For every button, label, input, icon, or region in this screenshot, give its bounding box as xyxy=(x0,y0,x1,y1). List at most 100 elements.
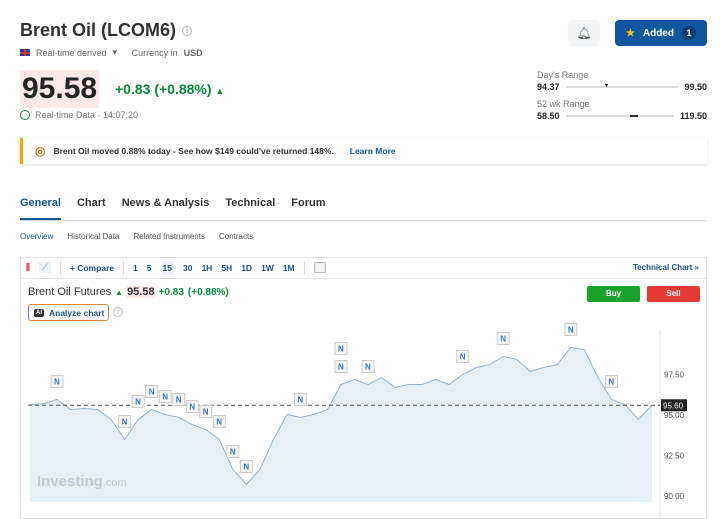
price-line xyxy=(29,346,653,486)
y-tick-label: 92.50 xyxy=(664,452,685,461)
news-marker xyxy=(145,384,159,398)
subtab-overview[interactable]: Overview xyxy=(20,232,54,241)
interval-1h[interactable]: 1H xyxy=(201,262,213,273)
news-marker xyxy=(456,350,470,363)
ai-icon: AI xyxy=(34,308,44,317)
y-tick-label: 95.00 xyxy=(664,411,685,420)
last-price-tag xyxy=(661,399,687,412)
news-marker xyxy=(131,395,145,409)
news-marker-label: N xyxy=(365,363,371,372)
last-price: 95.58 xyxy=(20,70,100,108)
news-marker-label: N xyxy=(189,403,195,412)
area-chart-icon[interactable]: ⟋ xyxy=(38,262,51,273)
chart-legend: Brent Oil Futures ▲ 95.58 +0.83 (+0.88%) xyxy=(28,286,229,298)
analyze-chart-button[interactable]: AI Analyze chart xyxy=(28,304,109,321)
52wk-range: 52 wk Range 58.50 119.50 xyxy=(537,99,707,121)
realtime-status: Real-time Data · 14:07:20 xyxy=(20,110,138,120)
news-marker xyxy=(50,374,64,388)
tab-chart[interactable]: Chart xyxy=(76,197,106,209)
subtab-historical-data[interactable]: Historical Data xyxy=(67,232,120,241)
interval-1d[interactable]: 1D xyxy=(241,262,253,273)
banner-text: Brent Oil moved 0.88% today - See how $1… xyxy=(53,146,334,156)
subtab-related-instruments[interactable]: Related Instruments xyxy=(133,232,205,241)
source-dropdown[interactable]: Real-time derived xyxy=(36,47,107,58)
main-tabs: General Chart News & Analysis Technical Foru… xyxy=(20,197,326,220)
interval-1[interactable]: 1 xyxy=(133,262,138,273)
day-high: 99.50 xyxy=(684,82,707,92)
news-marker xyxy=(334,342,348,356)
last-price-label: 95.60 xyxy=(663,401,684,410)
interval-5h[interactable]: 5H xyxy=(221,262,233,273)
legend-name: Brent Oil Futures xyxy=(28,286,112,298)
news-marker xyxy=(172,392,186,406)
tab-technical[interactable]: Technical xyxy=(225,197,276,209)
tab-forum[interactable]: Forum xyxy=(291,197,326,209)
news-marker-label: N xyxy=(149,387,155,396)
news-marker-label: N xyxy=(297,395,303,404)
news-marker-label: N xyxy=(230,447,236,456)
news-marker-label: N xyxy=(203,408,209,417)
news-marker-label: N xyxy=(135,398,141,407)
legend-price: 95.58 xyxy=(127,286,155,298)
currency: USD xyxy=(183,47,203,58)
news-marker xyxy=(199,405,213,419)
news-marker-label: N xyxy=(608,377,614,386)
news-marker xyxy=(293,392,307,406)
news-marker-label: N xyxy=(216,417,222,426)
news-marker xyxy=(604,374,618,388)
y-tick-label: 90.00 xyxy=(664,492,685,501)
news-marker xyxy=(239,459,253,473)
news-marker xyxy=(212,414,226,428)
instrument-meta: Real-time derived ▾ Currency in USD xyxy=(20,47,203,58)
subtab-contracts[interactable]: Contracts xyxy=(218,232,254,241)
news-marker xyxy=(496,332,510,346)
news-marker xyxy=(361,360,375,374)
sub-tabs: Overview Historical Data Related Instrumen… xyxy=(20,232,253,241)
info-icon[interactable]: i xyxy=(182,26,192,37)
wk-range-bar xyxy=(565,115,674,117)
interval-30[interactable]: 30 xyxy=(182,262,193,273)
currency-label: Currency in xyxy=(131,47,178,58)
sell-button[interactable]: Sell xyxy=(647,286,700,302)
y-tick-label: 97.50 xyxy=(664,371,685,380)
news-marker xyxy=(158,390,172,404)
clock-icon xyxy=(20,110,30,120)
news-marker xyxy=(118,414,132,428)
technical-chart-link[interactable]: Technical Chart » xyxy=(632,263,699,272)
tab-general[interactable]: General xyxy=(20,197,61,220)
news-marker-label: N xyxy=(122,417,128,426)
watchlist-count: 1 xyxy=(682,26,697,40)
bell-plus-icon: 🔔︎ xyxy=(576,26,592,40)
info-icon[interactable]: i xyxy=(113,307,123,317)
interval-1w[interactable]: 1W xyxy=(261,262,274,273)
interval-15[interactable]: 15 xyxy=(160,260,174,275)
buy-button[interactable]: Buy xyxy=(587,286,640,302)
layout-icon[interactable] xyxy=(313,262,326,273)
add-alert-button[interactable]: 🔔︎ xyxy=(568,20,600,46)
news-marker-label: N xyxy=(460,353,466,362)
compare-button[interactable]: + Compare xyxy=(69,262,115,273)
news-marker-label: N xyxy=(568,325,574,334)
page-title: Brent Oil (LCOM6) i xyxy=(20,20,192,41)
wk-high: 119.50 xyxy=(679,111,707,121)
watchlist-added-button[interactable]: ★ Added 1 xyxy=(615,20,707,46)
chevron-down-icon: ▾ xyxy=(112,47,118,57)
legend-change: +0.83 xyxy=(158,286,184,298)
tab-news-analysis[interactable]: News & Analysis xyxy=(121,197,210,209)
watermark-suffix: .com xyxy=(102,477,127,489)
learn-more-link[interactable]: Learn More xyxy=(349,146,396,156)
day-low: 94.37 xyxy=(537,82,560,92)
52wk-range-label: 52 wk Range xyxy=(537,99,590,109)
day-range-bar: ▾ xyxy=(565,83,679,89)
added-label: Added xyxy=(642,27,675,39)
news-marker-label: N xyxy=(500,335,506,344)
legend-pct: (+0.88%) xyxy=(187,286,229,298)
analyze-label: Analyze chart xyxy=(49,307,105,318)
candlestick-icon[interactable]: ⫼ xyxy=(26,262,30,272)
news-marker-label: N xyxy=(338,363,344,372)
interval-5[interactable]: 5 xyxy=(146,262,152,273)
interval-1m[interactable]: 1M xyxy=(282,262,295,273)
arrow-up-icon: ▲ xyxy=(115,287,124,297)
divider xyxy=(20,220,707,221)
